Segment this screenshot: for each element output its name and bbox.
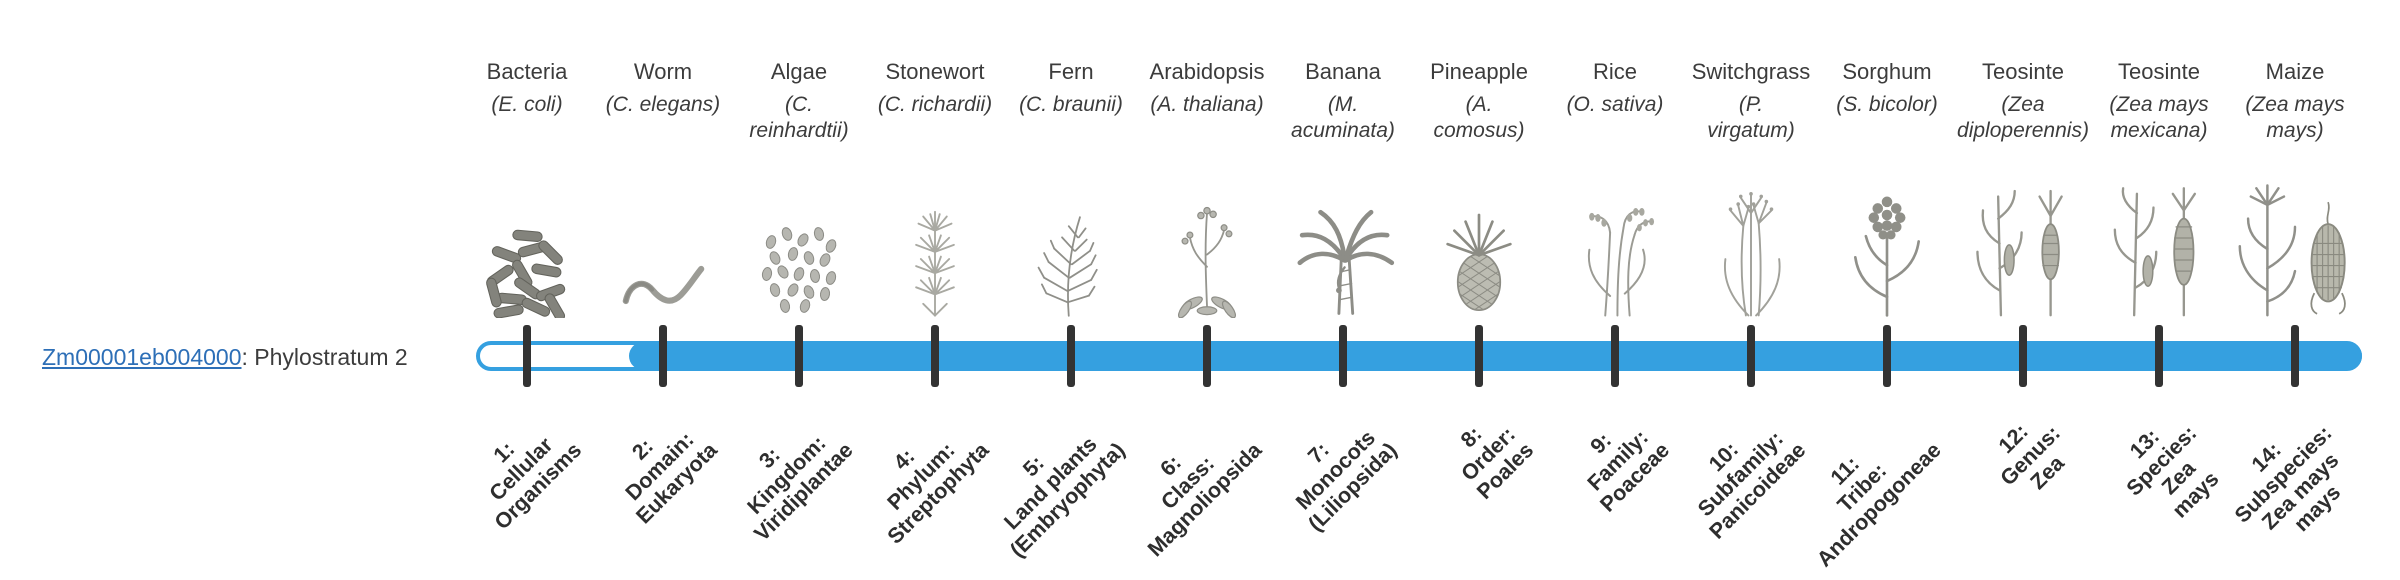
organism-name: Algae (770, 59, 828, 84)
phylostratum-label-11: 11: Tribe: Andropogoneae (1812, 438, 1947, 572)
phylostratum-label-5: 5: Land plants (Embryophyta) (999, 432, 1131, 563)
organism-scientific-name: (E. coli) (491, 93, 563, 116)
worm-icon (588, 170, 738, 318)
organism-scientific-name: (S. bicolor) (1836, 93, 1938, 116)
organism-column: Banana (M. acuminata) (1268, 58, 1418, 328)
organism-scientific-name: (P. virgatum) (1707, 93, 1795, 142)
phylostratum-label-4: 4: Phylum: Streptophyta (883, 437, 995, 549)
phylostratum-label-6: 6: Class: Magnoliopsida (1142, 438, 1267, 562)
phylostratum-label-14: 14: Subspecies: Zea mays mays (2230, 421, 2346, 537)
maize-icon (2220, 170, 2370, 318)
phylostratum-tick-10 (1747, 325, 1755, 387)
phylostratum-tick-3 (795, 325, 803, 387)
timeline-fill (629, 342, 2362, 370)
organism-name: Maize (2265, 59, 2325, 84)
organism-column: Algae (C. reinhardtii) (724, 58, 874, 328)
phylostratum-tick-5 (1067, 325, 1075, 387)
phylostratum-label-8: 8: Order: Poales (1455, 421, 1539, 505)
switchgrass-icon (1676, 170, 1826, 318)
organism-name: Teosinte (2118, 59, 2200, 84)
bacteria-icon (452, 170, 602, 318)
banana-icon (1268, 170, 1418, 318)
fern-icon (996, 170, 1146, 318)
phylostratum-tick-6 (1203, 325, 1211, 387)
organism-column: Stonewort (C. richardii) (860, 58, 1010, 328)
organism-name: Bacteria (486, 59, 568, 84)
organism-name: Stonewort (885, 59, 985, 84)
phylostratum-tick-4 (931, 325, 939, 387)
teosinte-mexicana-icon (2084, 170, 2234, 318)
phylostratum-tick-2 (659, 325, 667, 387)
organism-scientific-name: (C. reinhardtii) (749, 93, 849, 142)
phylostratum-label-12: 12: Genus: Zea (1993, 419, 2069, 495)
organism-name: Rice (1592, 59, 1637, 84)
organism-column: Teosinte (Zea mays mexicana) (2084, 58, 2234, 328)
organism-name: Teosinte (1982, 59, 2064, 84)
organism-name: Switchgrass (1691, 59, 1811, 84)
phylostratum-tick-7 (1339, 325, 1347, 387)
organism-scientific-name: (A. comosus) (1433, 93, 1525, 142)
organism-name: Sorghum (1842, 59, 1932, 84)
organism-scientific-name: (Zea mays mays) (2245, 93, 2345, 142)
phylostratum-tick-11 (1883, 325, 1891, 387)
organism-scientific-name: (O. sativa) (1566, 93, 1664, 116)
stonewort-icon (860, 170, 1010, 318)
organism-column: Bacteria (E. coli) (452, 58, 602, 328)
phylostratum-tick-14 (2291, 325, 2299, 387)
organism-column: Sorghum (S. bicolor) (1812, 58, 1962, 328)
phylostratum-tick-9 (1611, 325, 1619, 387)
organism-column: Arabidopsis (A. thaliana) (1132, 58, 1282, 328)
gene-label-suffix: : Phylostratum 2 (241, 344, 408, 370)
teosinte-diploperennis-icon (1948, 170, 2098, 318)
rice-icon (1540, 170, 1690, 318)
organism-scientific-name: (Zea diploperennis) (1957, 93, 2089, 142)
gene-link[interactable]: Zm00001eb004000 (42, 344, 242, 370)
phylostratum-tick-12 (2019, 325, 2027, 387)
organism-scientific-name: (Zea mays mexicana) (2109, 93, 2209, 142)
arabidopsis-icon (1132, 170, 1282, 318)
gene-label: Zm00001eb004000: Phylostratum 2 (42, 343, 408, 371)
organism-name: Fern (1048, 59, 1094, 84)
phylostratum-tick-13 (2155, 325, 2163, 387)
organism-scientific-name: (C. braunii) (1019, 93, 1123, 116)
pineapple-icon (1404, 170, 1554, 318)
organism-name: Worm (633, 59, 693, 84)
phylostratum-label-9: 9: Family: Poaceae (1582, 425, 1675, 517)
organism-name: Pineapple (1430, 59, 1528, 84)
organism-column: Worm (C. elegans) (588, 58, 738, 328)
organism-name: Arabidopsis (1149, 59, 1265, 84)
organism-name: Banana (1305, 59, 1381, 84)
organism-scientific-name: (M. acuminata) (1291, 93, 1395, 142)
organism-column: Fern (C. braunii) (996, 58, 1146, 328)
phylostratum-label-3: 3: Kingdom: Viridiplantae (743, 431, 859, 546)
organism-column: Switchgrass (P. virgatum) (1676, 58, 1826, 328)
organism-scientific-name: (C. richardii) (877, 93, 993, 116)
organism-column: Rice (O. sativa) (1540, 58, 1690, 328)
sorghum-icon (1812, 170, 1962, 318)
organism-column: Pineapple (A. comosus) (1404, 58, 1554, 328)
phylostratum-label-7: 7: Monocots (Liliopsida) (1291, 425, 1403, 537)
phylostratum-label-2: 2: Domain: Eukaryota (620, 427, 723, 529)
phylostratum-tick-1 (523, 325, 531, 387)
phylostratum-label-13: 13: Species: Zea mays (2121, 421, 2224, 523)
organism-column: Maize (Zea mays mays) (2220, 58, 2370, 328)
organism-scientific-name: (A. thaliana) (1150, 93, 1264, 116)
algae-icon (724, 170, 874, 318)
phylostratum-tick-8 (1475, 325, 1483, 387)
organism-column: Teosinte (Zea diploperennis) (1948, 58, 2098, 328)
organism-scientific-name: (C. elegans) (605, 93, 721, 116)
phylostratum-label-1: 1: Cellular Organisms (484, 432, 587, 535)
